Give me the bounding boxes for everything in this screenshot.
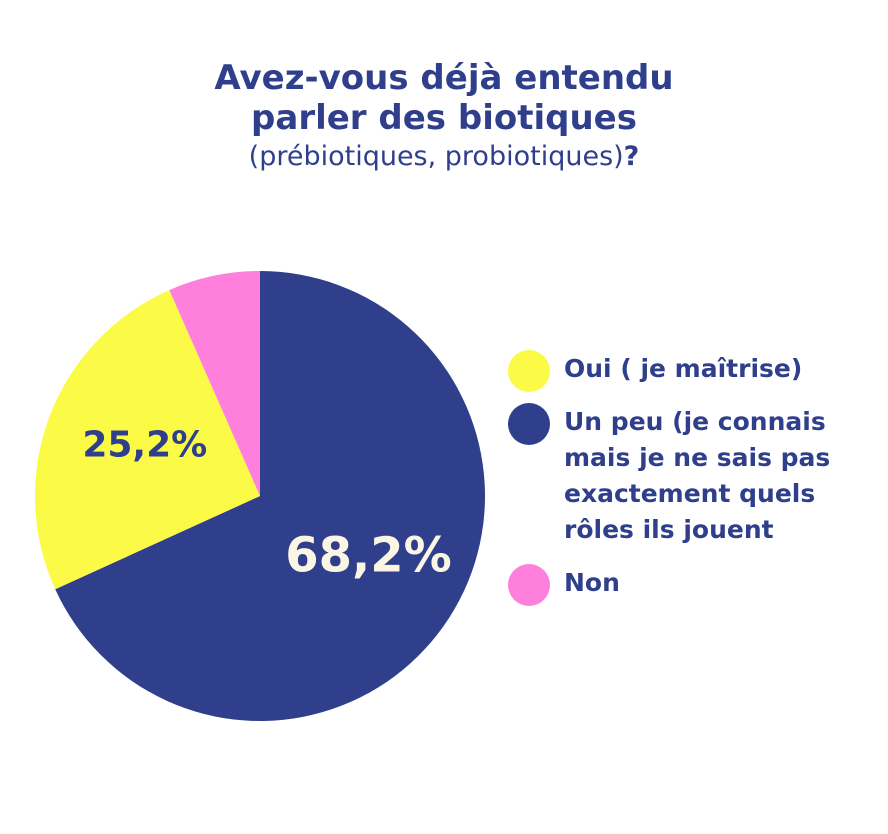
legend-label-un-peu: Un peu (je connais mais je ne sais pas e… bbox=[564, 407, 831, 544]
legend-label-non: Non bbox=[564, 568, 620, 597]
title-question-mark: ? bbox=[623, 141, 640, 172]
legend-item-un-peu: Un peu (je connais mais je ne sais pas e… bbox=[508, 401, 868, 548]
title-line-3: (prébiotiques, probiotiques)? bbox=[0, 138, 888, 176]
title-subtitle-text: (prébiotiques, probiotiques) bbox=[248, 141, 624, 172]
legend-label-oui: Oui ( je maîtrise) bbox=[564, 354, 803, 383]
pie-slice-1 bbox=[35, 290, 260, 590]
legend-item-oui: Oui ( je maîtrise) bbox=[508, 348, 868, 392]
legend-swatch-non bbox=[508, 564, 550, 606]
pie-slice-0 bbox=[55, 271, 486, 722]
chart-title: Avez-vous déjà entendu parler des biotiq… bbox=[0, 58, 888, 176]
legend-swatch-oui bbox=[508, 350, 550, 392]
legend-swatch-un-peu bbox=[508, 403, 550, 445]
pie-slice-2 bbox=[169, 271, 260, 496]
pie-label-1: 25,2% bbox=[82, 424, 207, 465]
legend-item-non: Non bbox=[508, 562, 868, 606]
title-line-2: parler des biotiques bbox=[251, 98, 637, 138]
title-line-1: Avez-vous déjà entendu bbox=[214, 58, 674, 98]
chart-legend: Oui ( je maîtrise) Un peu (je connais ma… bbox=[508, 348, 868, 615]
pie-label-0: 68,2% bbox=[285, 528, 452, 584]
